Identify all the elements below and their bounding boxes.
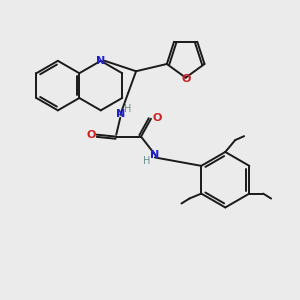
Text: H: H	[124, 104, 132, 114]
Text: H: H	[143, 156, 151, 167]
Text: O: O	[152, 113, 162, 123]
Text: N: N	[116, 109, 125, 119]
Text: N: N	[150, 150, 160, 161]
Text: N: N	[96, 56, 105, 66]
Text: O: O	[87, 130, 96, 140]
Text: O: O	[182, 74, 191, 84]
